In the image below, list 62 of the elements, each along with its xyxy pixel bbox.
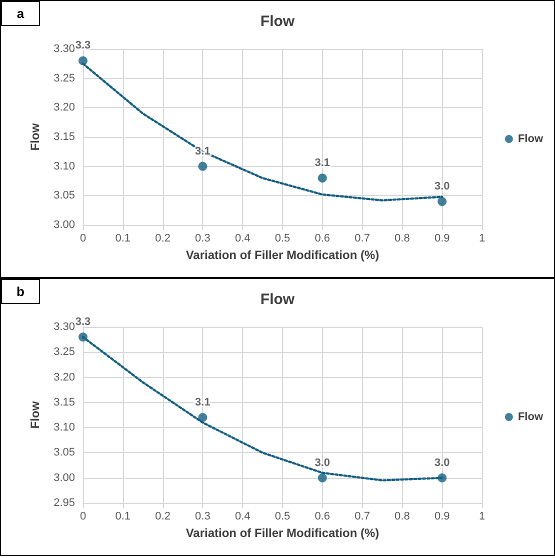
point: [318, 473, 327, 482]
x-tick-label: 0.7: [354, 510, 370, 522]
y-tick-label: 3.25: [54, 72, 75, 84]
x-tick-label: 0.8: [394, 510, 410, 522]
text: a: [16, 6, 25, 21]
data-label: 3.3: [75, 316, 91, 328]
x-tick-label: 0.1: [115, 510, 131, 522]
x-tick-label: 0.5: [274, 232, 290, 244]
y-tick-label: 2.95: [54, 497, 75, 509]
legend-label: Flow: [518, 133, 544, 145]
data-label: 3.1: [195, 396, 210, 409]
x-axis-title: Variation of Filler Modification (%): [186, 526, 380, 540]
x-tick-label: 0.6: [314, 510, 330, 522]
x-tick-label: 0.9: [434, 232, 450, 244]
y-tick-label: 3.20: [54, 102, 75, 114]
y-tick-label: 3.15: [54, 131, 75, 143]
x-tick-label: 1: [478, 510, 486, 522]
data-label: 3.0: [434, 456, 450, 469]
x-tick-label: 0.4: [234, 510, 250, 522]
y-tick-label: 3.10: [54, 160, 75, 172]
y-axis-title: Flow: [28, 400, 42, 429]
x-tick-label: 0: [80, 510, 86, 522]
point: [438, 197, 447, 206]
y-tick-label: 3.30: [54, 43, 75, 55]
data-label: 3.3: [75, 40, 91, 52]
data-label: 3.0: [314, 456, 330, 469]
x-tick-label: 0.8: [394, 232, 410, 244]
y-tick-label: 3.00: [54, 219, 75, 231]
y-tick-label: 3.10: [54, 422, 75, 434]
chart-title: Flow: [260, 13, 295, 30]
y-tick-label: 3.05: [54, 446, 75, 459]
y-tick-label: 3.30: [54, 321, 75, 333]
x-tick-label: 0.5: [274, 510, 290, 522]
x-tick-label: 0: [80, 232, 86, 244]
text: b: [16, 284, 25, 299]
x-tick-label: 0.4: [234, 232, 250, 244]
point: [78, 56, 88, 66]
point: [198, 413, 208, 422]
x-tick-label: 0.3: [195, 232, 210, 244]
y-tick-label: 3.20: [54, 371, 75, 384]
x-tick-label: 0.2: [155, 232, 170, 244]
point: [438, 473, 447, 482]
x-tick-label: 1: [478, 232, 486, 244]
x-tick-label: 0.3: [195, 510, 210, 522]
x-tick-label: 0.2: [155, 510, 170, 522]
y-tick-label: 3.25: [54, 346, 75, 358]
point: [318, 174, 327, 183]
x-axis-title: Variation of Filler Modification (%): [186, 248, 380, 262]
legend-label: Flow: [518, 411, 544, 423]
y-axis-title: Flow: [28, 122, 42, 151]
point: [78, 332, 88, 342]
y-tick-label: 3.05: [54, 190, 75, 202]
x-tick-label: 0.9: [434, 510, 450, 522]
x-tick-label: 0.6: [314, 232, 330, 244]
data-label: 3.0: [434, 180, 450, 193]
data-label: 3.1: [314, 157, 330, 170]
chart-title: Flow: [260, 291, 295, 308]
x-tick-label: 0.7: [354, 232, 370, 244]
y-tick-label: 3.00: [54, 472, 75, 484]
x-tick-label: 0.1: [115, 232, 131, 244]
y-tick-label: 3.15: [54, 396, 75, 408]
point: [198, 162, 208, 171]
